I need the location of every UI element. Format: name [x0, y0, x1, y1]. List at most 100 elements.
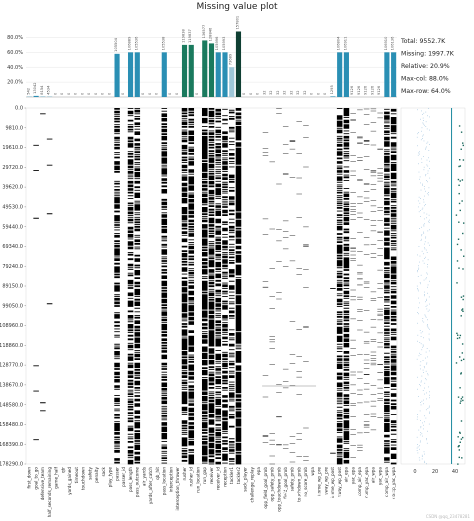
- row-tick-label: 118860.0: [0, 343, 23, 349]
- row-panel-dot: [460, 398, 463, 400]
- row-tick-label: 128770.0: [0, 363, 23, 369]
- column-label-first_down: first_down: [27, 467, 32, 489]
- column-label-yards_after_catch: yards_after_catch: [148, 467, 153, 504]
- bar-value-label: 0: [74, 92, 78, 95]
- bar-value-label: 8154: [40, 85, 44, 95]
- bar-value-label: 542: [26, 88, 30, 95]
- row-tick-label: 29720.0: [2, 165, 23, 171]
- stat-text: Relative: 20.9%: [401, 63, 450, 70]
- missing-pattern-reception: [222, 108, 228, 464]
- missing-pattern-rusher: [181, 108, 188, 462]
- row-panel-lines: [416, 108, 431, 465]
- column-label-home_wp_pre: home_wp_pre: [317, 467, 322, 496]
- missing-sparse-opp_field_goal_prob: [262, 132, 269, 443]
- column-label-passer: passer: [114, 467, 119, 481]
- bar-pass_length: [127, 52, 134, 97]
- bar-value-label: 32: [283, 90, 287, 95]
- row-panel-dot: [462, 298, 464, 301]
- column-label-pass_length: pass_length: [128, 467, 133, 492]
- column-label-tackler2: tackler2: [236, 467, 241, 484]
- column-label-air_wpa: air_wpa: [371, 467, 376, 484]
- column-label-half_seconds_remaining: half_seconds_remaining: [47, 467, 52, 518]
- column-label-comp_air_epa: comp_air_epa: [357, 467, 362, 496]
- row-panel-dot: [460, 148, 462, 150]
- row-panel-dot: [459, 432, 461, 434]
- column-label-game_half: game_half: [54, 466, 59, 488]
- bar-value-label: 128846: [209, 27, 213, 41]
- bar-value-label: 9126: [364, 85, 368, 95]
- bar-value-label: 106804: [337, 36, 341, 50]
- row-panel-dot: [456, 282, 458, 284]
- row-tick-label: 89150.0: [2, 284, 23, 290]
- row-panel-dot: [460, 359, 463, 362]
- bar-away_wp_post: [337, 52, 343, 97]
- bar-passer: [114, 53, 120, 97]
- stat-text: Max-col: 88.0%: [401, 76, 449, 83]
- bar-home_wp_post: [330, 96, 336, 97]
- bar-run_gap: [202, 40, 208, 97]
- missing-pattern-passer: [114, 108, 120, 464]
- missing-pattern-tackler1: [228, 109, 235, 465]
- column-label-away_wp_pre: away_wp_pre: [323, 467, 328, 496]
- row-panel-dot: [461, 308, 464, 310]
- row-panel-dot: [458, 202, 461, 205]
- row-panel-dot: [458, 192, 460, 195]
- row-panel-dot: [458, 456, 460, 459]
- column-label-safety_prob: safety_prob: [290, 467, 295, 492]
- column-label-field_goal_prob: field_goal_prob: [283, 467, 288, 499]
- row-panel-dot: [461, 436, 464, 439]
- bar-goal_to_go: [33, 95, 39, 97]
- column-label-yards_gained: yards_gained: [67, 467, 72, 495]
- bar-value-label: 105538: [161, 36, 165, 50]
- bar-value-label: 0: [316, 92, 320, 95]
- missing-pattern-pass_length: [127, 108, 134, 465]
- bar-value-label: 32: [289, 90, 293, 95]
- bar-value-label: 0: [60, 92, 64, 95]
- bar-value-label: 0: [53, 92, 57, 95]
- watermark-text: 知乎 @pythonic生物人: [283, 489, 432, 506]
- bar-value-label: 157801: [235, 16, 239, 30]
- bar-receiver: [208, 43, 215, 97]
- row-panel-dot: [461, 309, 463, 311]
- row-tick-label: 99050.0: [2, 303, 23, 309]
- row-panel-dot: [460, 249, 462, 251]
- row-tick-label: 19610.0: [2, 145, 23, 151]
- column-label-rusher_id: rusher_id: [189, 467, 194, 487]
- row-panel-dot: [458, 267, 460, 269]
- bar-value-label: 0: [195, 92, 199, 95]
- bar-value-label: 0: [242, 92, 246, 95]
- bar-value-label: 0: [94, 92, 98, 95]
- row-panel-dot: [458, 165, 460, 168]
- column-label-yac_epa: yac_epa: [350, 467, 355, 485]
- chart-title: Missing value plot: [196, 2, 278, 12]
- row-panel-dot: [460, 400, 462, 402]
- row-panel-dot: [461, 396, 464, 398]
- bar-value-label: 9126: [350, 85, 354, 95]
- column-label-touchdown: touchdown: [81, 467, 86, 490]
- column-label-goal_to_go: goal_to_go: [33, 467, 38, 490]
- column-label-run_gap: run_gap: [202, 467, 207, 484]
- missing-pattern-pass_outcome: [134, 108, 141, 464]
- bar-value-label: 1295: [330, 85, 334, 94]
- bar-value-label: 105536: [134, 36, 138, 50]
- row-panel-dot: [462, 144, 464, 147]
- column-label-opp_safety_prob: opp_safety_prob: [270, 467, 275, 502]
- row-panel-dot: [457, 396, 460, 398]
- row-panel-dot: [463, 255, 465, 257]
- row-panel-dot: [462, 268, 464, 270]
- column-label-interception_thrower: interception_thrower: [175, 467, 180, 511]
- bar-air_epa: [343, 52, 349, 97]
- bar-value-label: 0: [80, 92, 84, 95]
- bar-value-label: 0: [67, 92, 71, 95]
- row-panel-dot: [457, 238, 460, 240]
- column-label-wpa: wpa: [310, 467, 315, 476]
- bar-value-label: 0: [87, 92, 91, 95]
- bar-tackler1: [229, 67, 235, 97]
- bar-value-label: 106910: [384, 36, 388, 50]
- column-label-comp_air_wpa: comp_air_wpa: [384, 467, 389, 497]
- row-panel-dot: [460, 315, 462, 317]
- row-panel-dot: [456, 337, 459, 340]
- row-panel-dot: [458, 125, 461, 127]
- missing-pattern-pass_location: [161, 108, 168, 464]
